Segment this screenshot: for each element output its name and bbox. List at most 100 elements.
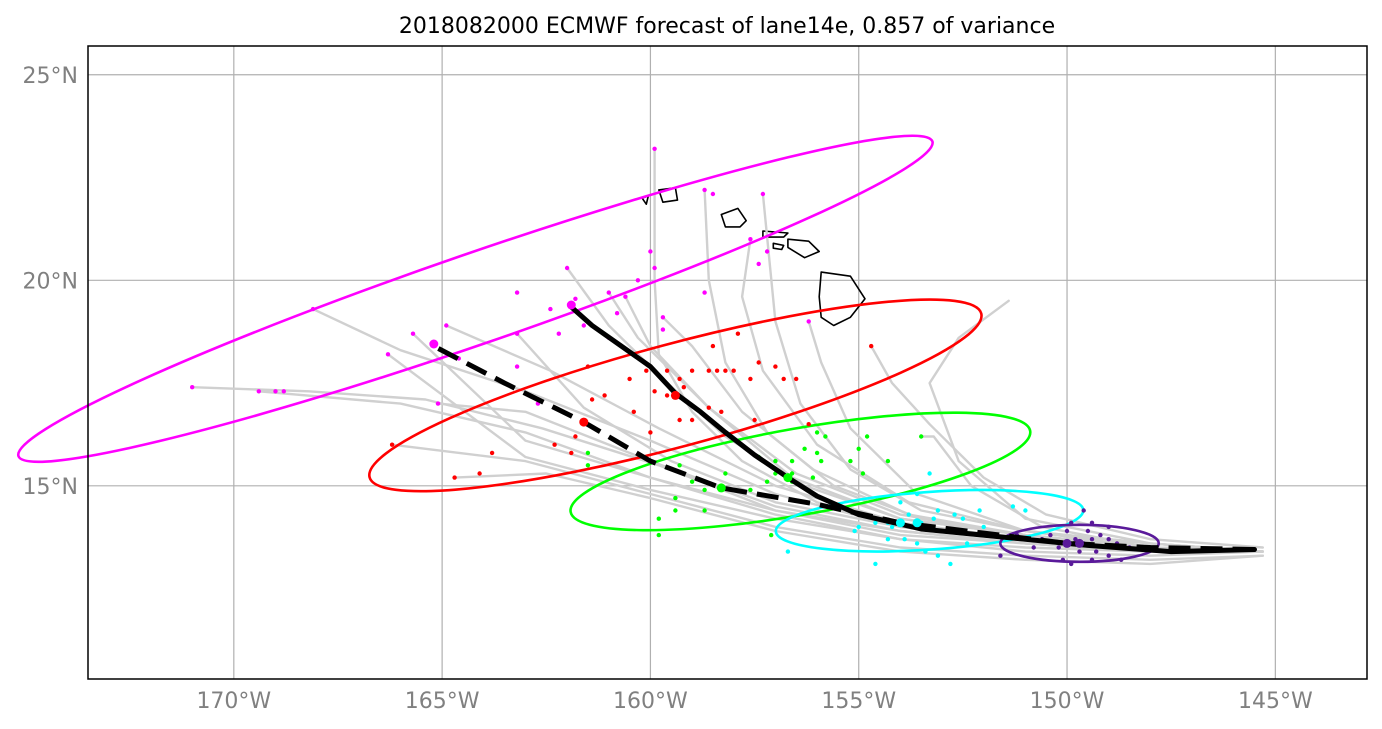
forecast-point xyxy=(310,306,316,312)
forecast-point xyxy=(964,541,970,546)
forecast-point xyxy=(648,430,653,435)
island-outline xyxy=(818,271,866,327)
forecast-point xyxy=(1060,557,1066,562)
forecast-point xyxy=(452,475,457,480)
forecast-point xyxy=(814,450,820,456)
forecast-point xyxy=(1106,553,1111,558)
forecast-point xyxy=(1106,537,1111,542)
ensemble-track xyxy=(928,299,1265,553)
forecast-point xyxy=(952,512,957,517)
forecast-point xyxy=(710,343,716,349)
forecast-point xyxy=(677,376,682,382)
forecast-point xyxy=(1077,549,1082,554)
forecast-point xyxy=(906,512,911,517)
uncertainty-ellipse xyxy=(999,523,1161,564)
forecast-point xyxy=(914,541,920,546)
forecast-point xyxy=(1069,561,1074,567)
forecast-point xyxy=(806,319,811,324)
x-tick-label: 170°W xyxy=(196,689,271,714)
x-tick-label: 155°W xyxy=(821,689,896,714)
mean-points xyxy=(429,300,1084,548)
forecast-point xyxy=(1064,528,1070,534)
forecast-point xyxy=(514,290,520,295)
forecast-point xyxy=(444,323,449,328)
forecast-point xyxy=(773,458,778,464)
mean-point xyxy=(912,518,922,528)
forecast-point xyxy=(556,331,561,336)
forecast-point xyxy=(548,306,553,312)
forecast-point xyxy=(748,487,753,493)
forecast-point xyxy=(902,537,907,542)
y-tick-label: 25°N xyxy=(23,64,78,89)
forecast-point xyxy=(585,364,591,369)
forecast-point xyxy=(856,524,861,530)
forecast-point xyxy=(585,463,591,468)
forecast-point xyxy=(606,290,611,295)
forecast-point xyxy=(660,315,666,320)
forecast-point xyxy=(706,368,711,373)
forecast-point xyxy=(898,500,903,505)
axis-ticks: 170°W 165°W 160°W 155°W 150°W 145°W 25°N 20°N 15… xyxy=(23,64,1313,714)
forecast-point xyxy=(564,265,570,271)
forecast-point xyxy=(477,471,482,476)
forecast-point xyxy=(848,458,853,464)
forecast-point xyxy=(581,323,586,328)
y-tick-label: 20°N xyxy=(23,269,78,294)
forecast-point xyxy=(710,191,716,197)
forecast-point xyxy=(927,471,932,476)
forecast-point xyxy=(1081,508,1086,513)
dashed-mean-point xyxy=(429,339,439,349)
forecast-point xyxy=(1094,549,1099,554)
dashed-mean-point xyxy=(895,518,905,528)
forecast-point xyxy=(1089,557,1095,562)
forecast-point xyxy=(614,311,620,316)
forecast-point xyxy=(885,537,891,542)
forecast-point xyxy=(648,249,653,254)
forecast-point xyxy=(635,278,641,283)
x-tick-label: 145°W xyxy=(1238,689,1313,714)
forecast-point xyxy=(689,417,695,423)
forecast-point xyxy=(681,385,686,390)
forecast-point xyxy=(677,417,682,423)
y-tick-label: 15°N xyxy=(23,475,78,500)
forecast-point xyxy=(585,450,591,456)
forecast-point xyxy=(735,331,741,336)
mean-track-dashed xyxy=(432,343,1255,552)
forecast-point xyxy=(819,458,824,464)
mean-point xyxy=(783,473,793,483)
forecast-point xyxy=(885,458,891,464)
map-title: 2018082000 ECMWF forecast of lane14e, 0.… xyxy=(399,14,1055,39)
forecast-point xyxy=(806,422,811,427)
forecast-point xyxy=(664,368,670,373)
forecast-point xyxy=(1031,545,1036,550)
forecast-point xyxy=(589,397,595,402)
forecast-point xyxy=(631,409,636,414)
forecast-point xyxy=(764,249,770,254)
forecast-point xyxy=(764,479,770,484)
forecast-point xyxy=(856,446,861,451)
island-outline xyxy=(787,238,821,259)
forecast-point xyxy=(706,405,711,410)
forecast-point xyxy=(673,495,678,501)
forecast-point xyxy=(1106,524,1111,530)
forecast-point xyxy=(385,352,391,357)
forecast-point xyxy=(1119,557,1124,562)
forecast-point xyxy=(664,393,670,398)
forecast-point xyxy=(656,516,661,521)
island-outline xyxy=(720,207,748,228)
forecast-point xyxy=(781,376,786,382)
forecast-point xyxy=(660,327,666,332)
ensemble-track xyxy=(390,443,1265,561)
forecast-point xyxy=(702,187,707,193)
forecast-point xyxy=(1023,508,1028,513)
forecast-point xyxy=(281,389,286,394)
forecast-point xyxy=(723,368,728,373)
forecast-point xyxy=(802,446,807,451)
forecast-point xyxy=(931,516,936,521)
forecast-point xyxy=(273,389,278,394)
forecast-point xyxy=(1056,545,1061,550)
forecast-point xyxy=(435,401,441,406)
x-tick-label: 165°W xyxy=(405,689,480,714)
dashed-mean-point xyxy=(579,417,589,427)
forecast-point xyxy=(652,389,657,394)
